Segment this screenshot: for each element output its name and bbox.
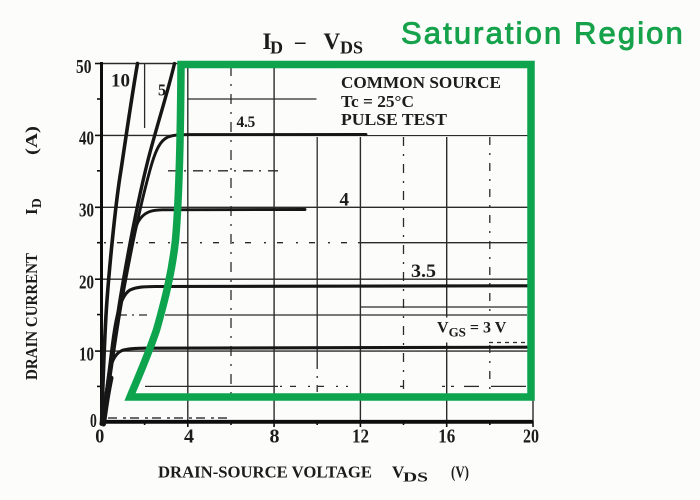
svg-text:VGS = 3 V: VGS = 3 V (437, 320, 507, 340)
svg-text:COMMON SOURCE: COMMON SOURCE (341, 73, 501, 92)
svg-text:PULSE TEST: PULSE TEST (341, 110, 448, 129)
svg-text:Tc = 25°C: Tc = 25°C (341, 92, 414, 111)
svg-text:8: 8 (270, 426, 280, 448)
svg-text:30: 30 (79, 200, 94, 222)
svg-text:0: 0 (90, 410, 97, 432)
svg-text:DRAIN-SOURCE VOLTAGE: DRAIN-SOURCE VOLTAGE (158, 463, 372, 482)
svg-text:20: 20 (523, 426, 539, 448)
svg-text:D: D (29, 198, 44, 208)
svg-text:–: – (294, 29, 306, 53)
svg-text:Saturation Region: Saturation Region (401, 16, 685, 51)
svg-text:20: 20 (79, 271, 94, 293)
svg-text:(V): (V) (451, 463, 469, 482)
svg-text:16: 16 (438, 426, 455, 448)
svg-text:DRAIN CURRENT: DRAIN CURRENT (22, 252, 41, 380)
svg-text:I: I (22, 208, 41, 215)
svg-text:D: D (270, 38, 283, 58)
svg-text:V: V (324, 29, 341, 54)
svg-text:5: 5 (158, 81, 166, 100)
svg-text:4: 4 (340, 190, 350, 211)
svg-text:10: 10 (79, 343, 94, 365)
svg-text:I: I (263, 29, 272, 54)
svg-text:0: 0 (95, 426, 104, 448)
svg-text:50: 50 (76, 56, 91, 78)
svg-text:40: 40 (79, 128, 94, 150)
svg-text:12: 12 (352, 426, 369, 448)
svg-text:(A): (A) (22, 126, 41, 155)
svg-text:4: 4 (184, 426, 194, 448)
svg-text:V: V (392, 463, 405, 482)
svg-text:3.5: 3.5 (411, 261, 436, 282)
svg-text:DS: DS (403, 470, 428, 485)
svg-text:10: 10 (111, 71, 130, 92)
svg-text:DS: DS (340, 38, 363, 58)
svg-text:4.5: 4.5 (237, 114, 256, 131)
